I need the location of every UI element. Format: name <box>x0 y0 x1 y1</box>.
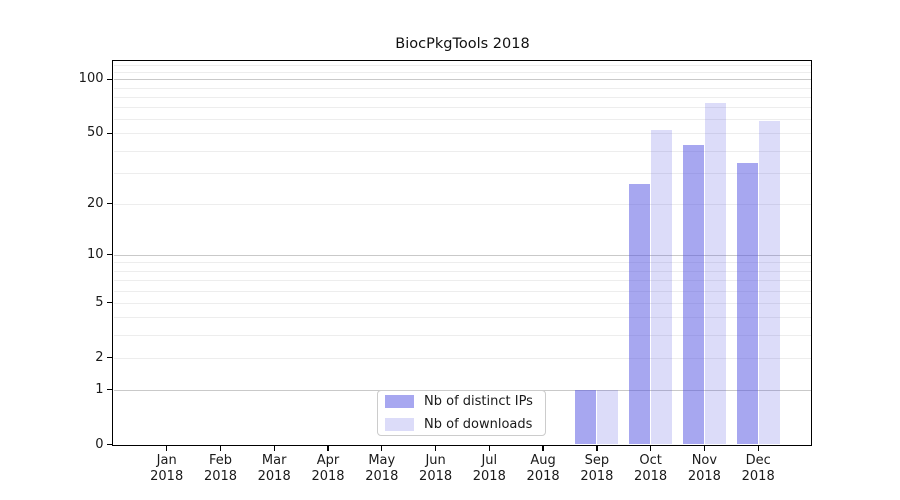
y-axis-tick <box>107 254 112 256</box>
gridline-minor <box>113 96 811 98</box>
y-axis-tick <box>107 202 112 205</box>
x-axis-tick-label: Apr 2018 <box>311 452 345 484</box>
bar-distinct-ips <box>629 183 651 445</box>
y-axis-tick-label: 10 <box>86 246 104 262</box>
gridline-minor <box>113 290 811 292</box>
y-axis-tick <box>107 389 112 391</box>
x-axis-tick <box>542 446 544 451</box>
y-axis-tick <box>107 132 112 135</box>
y-axis-tick <box>107 356 112 359</box>
legend-label-downloads: Nb of downloads <box>424 417 533 432</box>
gridline-minor <box>113 119 811 121</box>
legend-item-distinct-ips: Nb of distinct IPs <box>385 394 537 409</box>
x-axis-tick-label: Dec 2018 <box>741 452 775 484</box>
x-axis-tick <box>488 446 490 451</box>
gridline-minor <box>113 334 811 336</box>
x-axis-tick <box>273 446 275 451</box>
x-axis-tick-label: Mar 2018 <box>257 452 291 484</box>
gridline-minor <box>113 65 811 67</box>
x-axis-tick-label: Sep 2018 <box>580 452 614 484</box>
legend: Nb of distinct IPs Nb of downloads <box>377 390 546 436</box>
legend-swatch-distinct-ips <box>385 395 414 408</box>
x-axis-tick-label: Nov 2018 <box>687 452 721 484</box>
y-axis-tick-label: 1 <box>95 381 104 397</box>
gridline-minor <box>113 302 811 304</box>
x-axis-tick-label: May 2018 <box>365 452 399 484</box>
chart-title: BiocPkgTools 2018 <box>395 36 530 52</box>
gridline-minor <box>113 133 811 135</box>
x-axis-tick <box>166 446 168 451</box>
x-axis-tick <box>434 446 437 451</box>
y-axis-tick-label: 2 <box>95 349 104 365</box>
gridline-minor <box>113 203 811 205</box>
x-axis-tick <box>703 446 706 451</box>
bar-downloads <box>597 389 619 445</box>
y-axis-tick-label: 5 <box>95 294 104 310</box>
legend-item-downloads: Nb of downloads <box>385 417 537 432</box>
gridline-minor <box>113 150 811 152</box>
x-axis-tick <box>219 446 222 451</box>
legend-swatch-downloads <box>385 418 414 431</box>
gridline-minor <box>113 71 811 73</box>
gridline-minor <box>113 280 811 281</box>
x-axis-tick <box>327 446 329 451</box>
y-axis-tick <box>107 78 112 81</box>
y-axis-tick-label: 50 <box>86 125 104 141</box>
x-axis-tick-label: Aug 2018 <box>526 452 560 484</box>
x-axis-tick-label: Jul 2018 <box>472 452 506 484</box>
y-axis-tick-label: 0 <box>95 436 104 452</box>
bar-distinct-ips <box>736 163 758 445</box>
y-axis-tick-label: 20 <box>86 195 104 211</box>
x-axis-tick <box>381 446 383 451</box>
x-axis-tick-label: Feb 2018 <box>203 452 238 484</box>
gridline-minor <box>113 270 811 272</box>
y-axis-tick <box>107 302 112 304</box>
gridline-minor <box>113 262 811 264</box>
bar-distinct-ips <box>682 145 704 445</box>
bar-downloads <box>704 102 726 445</box>
x-axis-tick <box>596 446 598 451</box>
x-axis-tick-label: Jun 2018 <box>419 452 453 484</box>
x-axis-tick <box>649 446 652 451</box>
x-axis-tick-label: Oct 2018 <box>634 452 668 484</box>
y-axis-tick-label: 100 <box>78 71 104 87</box>
gridline-major <box>113 79 811 81</box>
gridline-minor <box>113 107 811 109</box>
bar-downloads <box>758 120 780 445</box>
bar-distinct-ips <box>575 389 597 445</box>
gridline-minor <box>113 317 811 319</box>
gridline-minor <box>113 87 811 89</box>
x-axis-tick <box>757 446 759 451</box>
y-axis-tick <box>107 443 112 446</box>
bar-downloads <box>651 130 673 445</box>
x-axis-tick-label: Jan 2018 <box>150 452 184 484</box>
gridline-minor <box>113 172 811 174</box>
gridline-minor <box>113 357 811 359</box>
gridline-major <box>113 254 811 256</box>
legend-label-distinct-ips: Nb of distinct IPs <box>424 394 533 409</box>
